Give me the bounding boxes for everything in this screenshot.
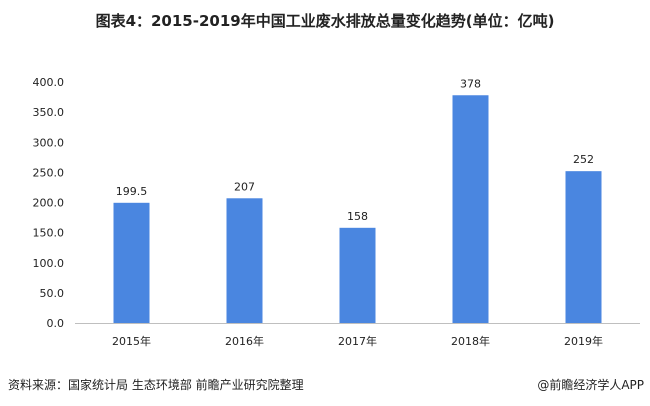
y-tick-label: 50.0 bbox=[40, 287, 65, 300]
data-label: 207 bbox=[234, 180, 255, 193]
source-note: 资料来源：国家统计局 生态环境部 前瞻产业研究院整理 bbox=[8, 378, 304, 392]
data-label: 158 bbox=[347, 210, 368, 223]
x-tick-label: 2016年 bbox=[225, 334, 264, 348]
y-tick-label: 150.0 bbox=[33, 227, 65, 240]
y-tick-label: 0.0 bbox=[47, 317, 65, 330]
bar bbox=[226, 198, 263, 323]
y-tick-label: 300.0 bbox=[33, 136, 65, 149]
x-tick-label: 2019年 bbox=[564, 334, 603, 348]
x-tick-label: 2018年 bbox=[451, 334, 490, 348]
y-tick-label: 100.0 bbox=[33, 257, 65, 270]
x-tick-label: 2017年 bbox=[338, 334, 377, 348]
y-tick-label: 400.0 bbox=[33, 76, 65, 89]
data-label: 252 bbox=[573, 153, 594, 166]
data-label: 199.5 bbox=[116, 185, 148, 198]
chart-title: 图表4：2015-2019年中国工业废水排放总量变化趋势(单位：亿吨) bbox=[95, 12, 555, 30]
bar bbox=[452, 95, 489, 323]
y-tick-label: 200.0 bbox=[33, 197, 65, 210]
credit-note: @前瞻经济学人APP bbox=[537, 378, 644, 392]
bar bbox=[565, 171, 602, 323]
data-label: 378 bbox=[460, 77, 481, 90]
bar bbox=[339, 227, 376, 323]
y-tick-label: 250.0 bbox=[33, 166, 65, 179]
y-tick-label: 350.0 bbox=[33, 106, 65, 119]
x-tick-label: 2015年 bbox=[112, 334, 151, 348]
bar bbox=[113, 202, 150, 323]
